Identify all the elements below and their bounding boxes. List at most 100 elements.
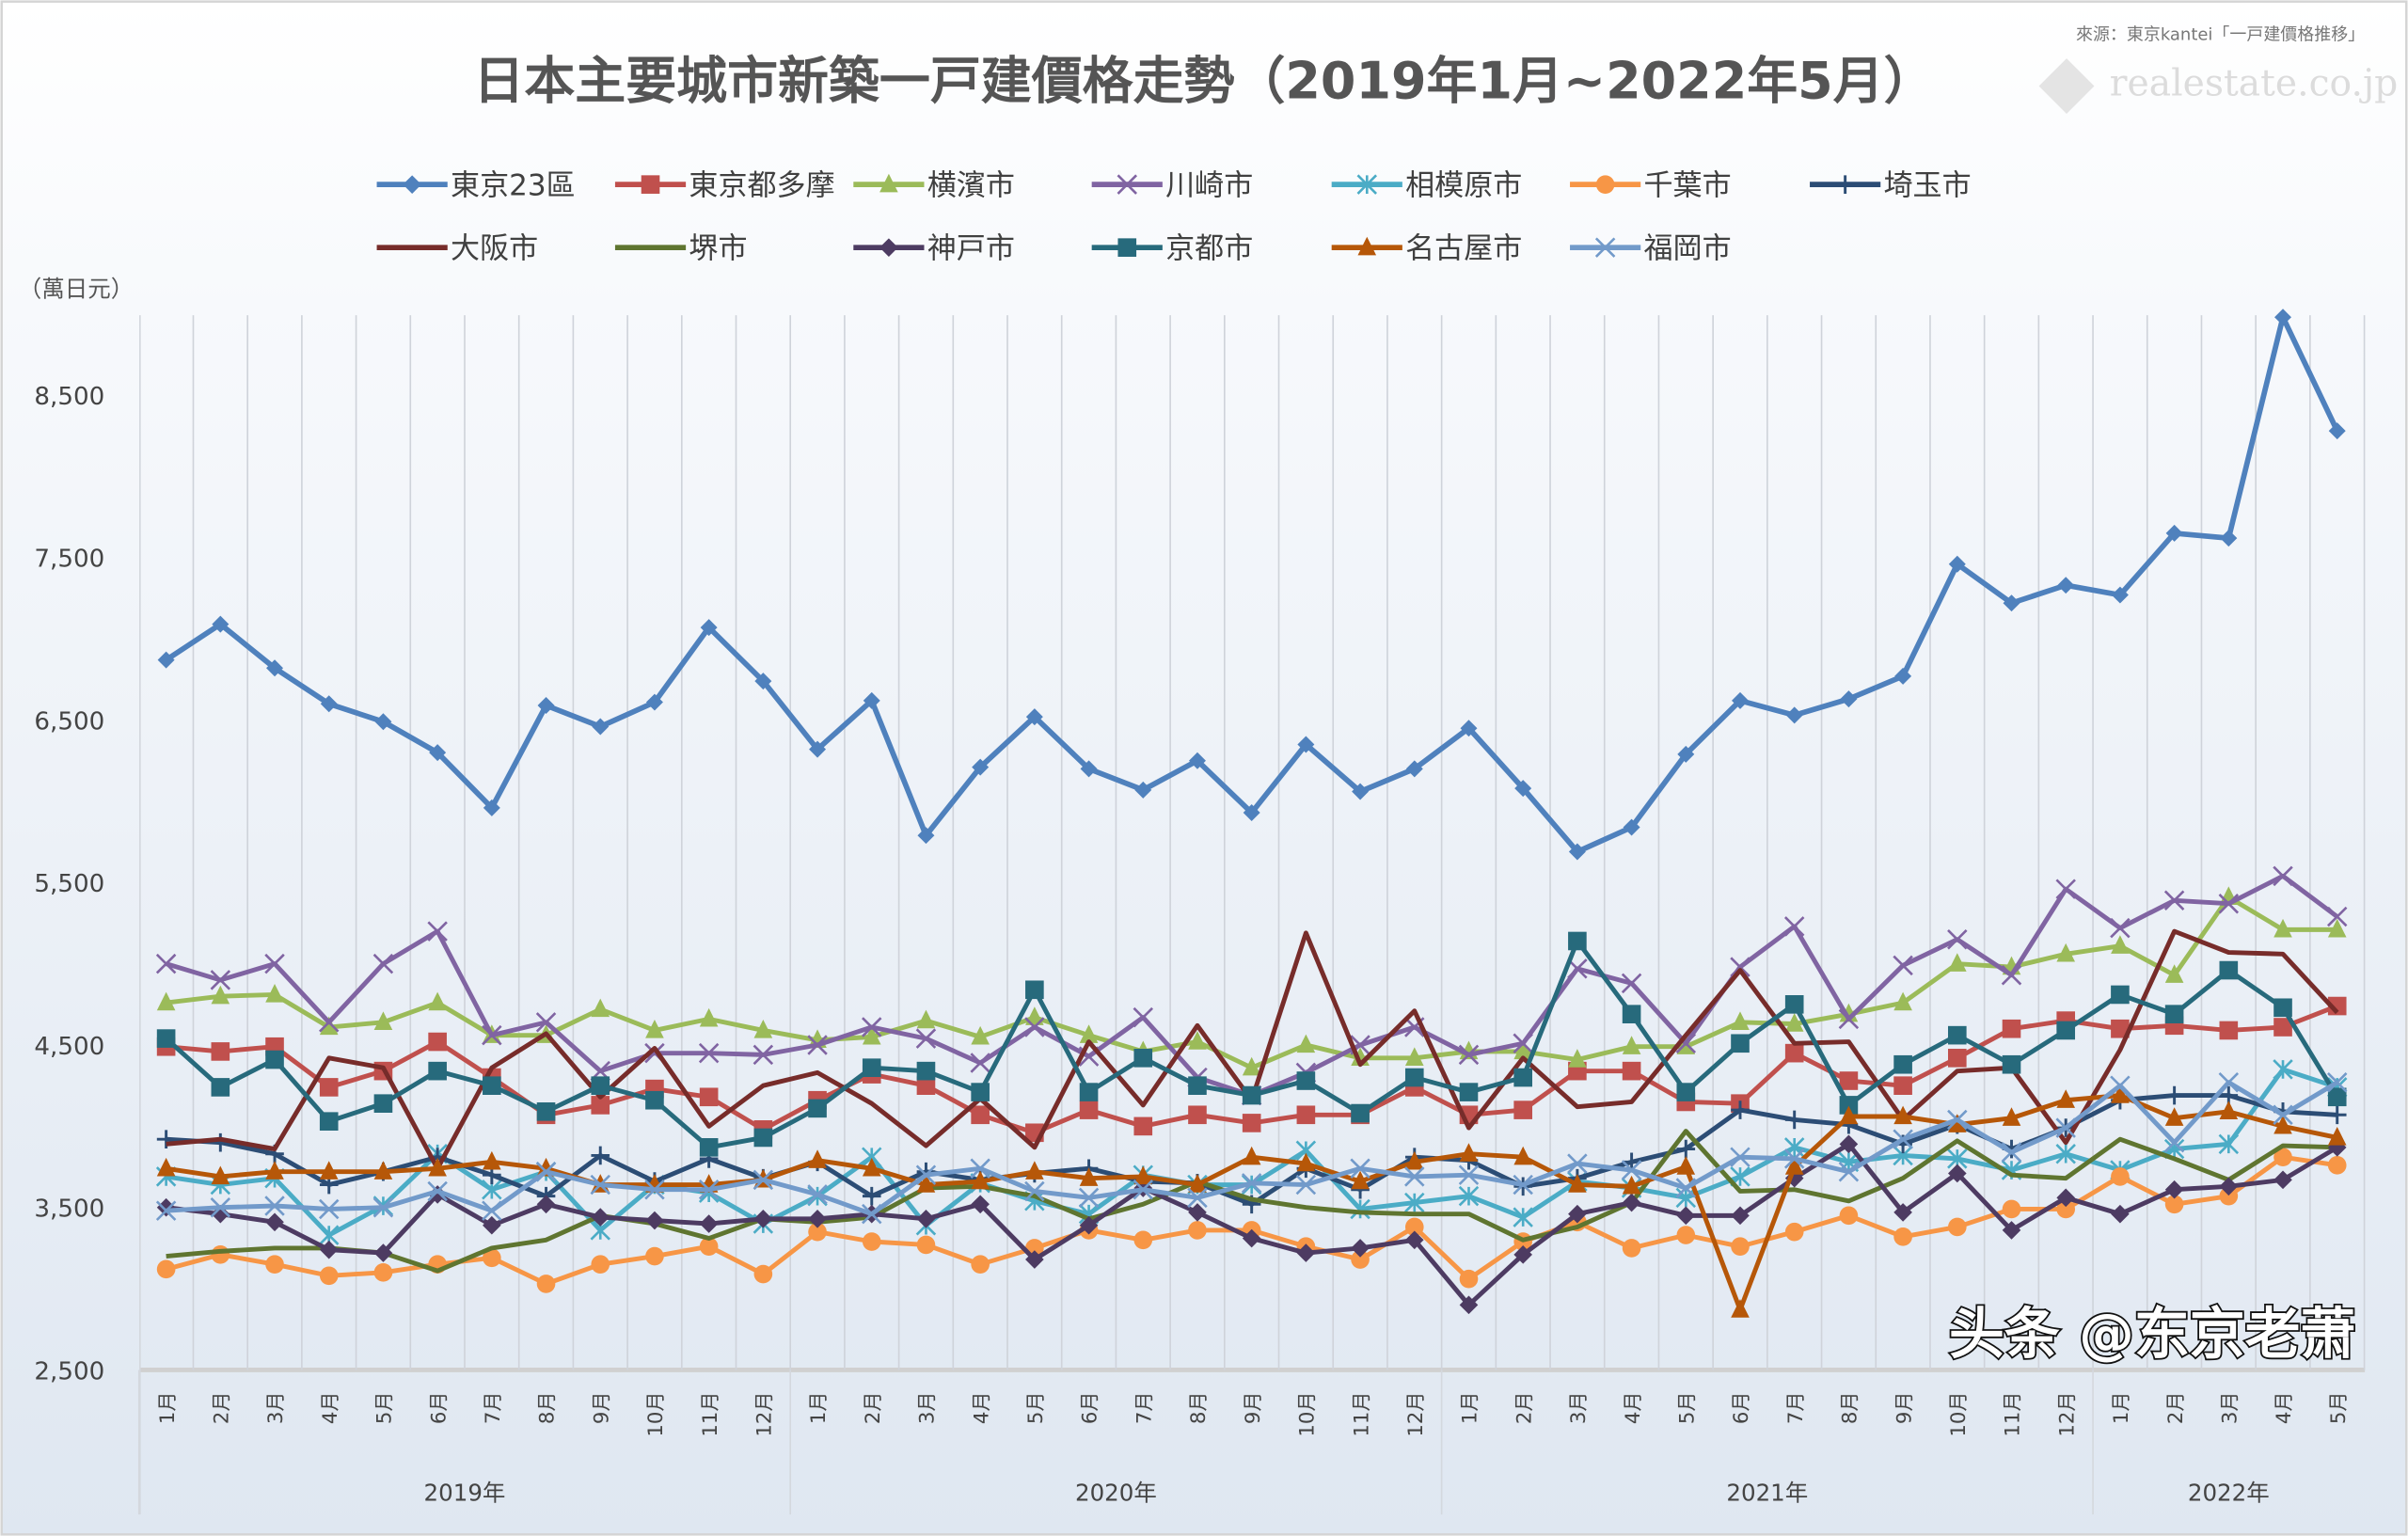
- data-point-diamond-marker: [972, 758, 990, 776]
- realestate-logo: realestate.co.jp: [2038, 58, 2398, 114]
- data-point-triangle-marker: [808, 1149, 827, 1168]
- data-point-square-marker: [591, 1076, 610, 1095]
- data-point-diamond-marker: [1079, 1215, 1099, 1235]
- data-point-diamond-marker: [1513, 1245, 1532, 1264]
- year-label: 2021年: [1726, 1479, 1808, 1506]
- data-point-square-marker: [1188, 1076, 1207, 1095]
- data-point-square-marker: [319, 1112, 339, 1131]
- legend-item: 東京都多摩: [614, 169, 835, 203]
- data-point-square-marker: [808, 1099, 827, 1118]
- data-point-diamond-marker: [1731, 1206, 1750, 1226]
- data-point-square-marker: [2002, 1019, 2021, 1038]
- data-point-plus-marker: [1784, 1110, 1804, 1130]
- data-point-triangle-marker: [1079, 1167, 1099, 1186]
- month-tick-label: 7月: [1133, 1391, 1156, 1424]
- data-point-triangle-marker: [753, 1020, 773, 1038]
- data-point-triangle-marker: [2056, 942, 2076, 962]
- series-13: [155, 1072, 2348, 1225]
- data-point-triangle-marker: [2111, 1085, 2130, 1103]
- month-tick-label: 1月: [807, 1391, 831, 1424]
- legend-label: 川崎市: [1165, 169, 1253, 203]
- data-point-square-marker: [2273, 998, 2292, 1018]
- data-point-x-marker: [915, 1028, 937, 1049]
- data-point-triangle-marker: [1079, 1024, 1099, 1043]
- data-point-square-marker: [428, 1061, 447, 1081]
- data-point-x-marker: [590, 1174, 610, 1196]
- data-point-diamond-marker: [1840, 690, 1858, 708]
- data-point-triangle-marker: [1731, 1299, 1750, 1318]
- data-point-circle-marker: [1595, 175, 1615, 194]
- data-point-asterisk-marker: [1675, 1187, 1697, 1209]
- data-point-triangle-marker: [1296, 1152, 1316, 1172]
- data-point-diamond-marker: [699, 1214, 719, 1233]
- data-point-circle-marker: [1893, 1227, 1912, 1246]
- data-point-x-marker: [535, 1162, 557, 1182]
- legend-item: 東京23區: [376, 169, 576, 203]
- data-point-square-marker: [2273, 1018, 2292, 1037]
- data-point-x-marker: [2326, 906, 2348, 927]
- data-point-triangle-marker: [1357, 236, 1377, 256]
- data-point-triangle-marker: [2273, 1115, 2292, 1134]
- data-point-square-marker: [1784, 995, 1804, 1014]
- data-point-x-marker: [862, 1203, 882, 1225]
- data-point-plus-marker: [862, 1186, 881, 1206]
- data-point-triangle-marker: [862, 1157, 881, 1177]
- data-point-square-marker: [916, 1076, 936, 1095]
- data-point-x-marker: [1783, 1148, 1805, 1169]
- data-point-asterisk-marker: [2218, 1133, 2240, 1155]
- data-point-circle-marker: [1947, 1217, 1967, 1237]
- data-point-triangle-marker: [1188, 1031, 1207, 1050]
- data-point-circle-marker: [1404, 1217, 1424, 1237]
- y-tick-label: 4,500: [34, 1033, 104, 1061]
- data-point-square-marker: [862, 1058, 881, 1077]
- month-tick-label: 4月: [1622, 1391, 1645, 1424]
- month-tick-label: 8月: [1187, 1391, 1211, 1424]
- data-point-triangle-marker: [916, 1174, 936, 1193]
- data-point-x-marker: [1893, 1129, 1913, 1149]
- data-point-diamond-marker: [971, 1195, 990, 1214]
- data-point-triangle-marker: [2111, 935, 2130, 954]
- data-point-diamond-marker: [1242, 1228, 1261, 1248]
- data-point-triangle-marker: [1568, 1049, 1587, 1068]
- data-point-square-marker: [483, 1076, 501, 1095]
- data-point-x-marker: [698, 1180, 720, 1200]
- data-point-square-marker: [2111, 985, 2130, 1005]
- month-tick-label: 3月: [1567, 1391, 1591, 1424]
- data-point-triangle-marker: [1459, 1143, 1479, 1162]
- data-point-triangle-marker: [1839, 1105, 1859, 1125]
- data-point-diamond-marker: [2111, 1204, 2130, 1224]
- data-point-circle-marker: [1839, 1206, 1859, 1226]
- data-point-circle-marker: [536, 1275, 556, 1293]
- month-tick-label: 8月: [1839, 1391, 1862, 1424]
- data-point-circle-marker: [2327, 1156, 2347, 1175]
- data-point-square-marker: [536, 1102, 556, 1121]
- legend-label: 堺市: [689, 232, 747, 266]
- data-point-circle-marker: [1459, 1269, 1479, 1289]
- month-tick-label: 5月: [1024, 1391, 1048, 1424]
- data-point-triangle-marker: [373, 1011, 393, 1030]
- data-point-triangle-marker: [2219, 1101, 2239, 1119]
- data-point-triangle-marker: [1242, 1056, 1261, 1076]
- y-tick-label: 3,500: [34, 1196, 104, 1224]
- data-point-triangle-marker: [2164, 1107, 2184, 1126]
- data-point-diamond-marker: [1947, 1164, 1967, 1183]
- data-point-square-marker: [971, 1083, 990, 1101]
- data-point-square-marker: [1622, 1005, 1641, 1023]
- data-point-x-marker: [915, 1164, 937, 1185]
- data-point-square-marker: [1079, 1101, 1099, 1119]
- data-point-triangle-marker: [1404, 1150, 1424, 1170]
- data-point-x-marker: [1117, 174, 1138, 195]
- data-point-diamond-marker: [1297, 736, 1315, 753]
- data-point-x-marker: [2001, 965, 2022, 986]
- data-point-x-marker: [1241, 1173, 1262, 1194]
- data-point-circle-marker: [2164, 1195, 2184, 1214]
- data-point-square-marker: [1459, 1083, 1479, 1101]
- month-tick-label: 9月: [590, 1391, 613, 1424]
- data-point-circle-marker: [1188, 1221, 1207, 1240]
- data-point-triangle-marker: [1513, 1040, 1532, 1060]
- series-9: [166, 1129, 2337, 1274]
- legend-label: 京都市: [1165, 232, 1253, 266]
- data-point-triangle-marker: [1893, 991, 1912, 1011]
